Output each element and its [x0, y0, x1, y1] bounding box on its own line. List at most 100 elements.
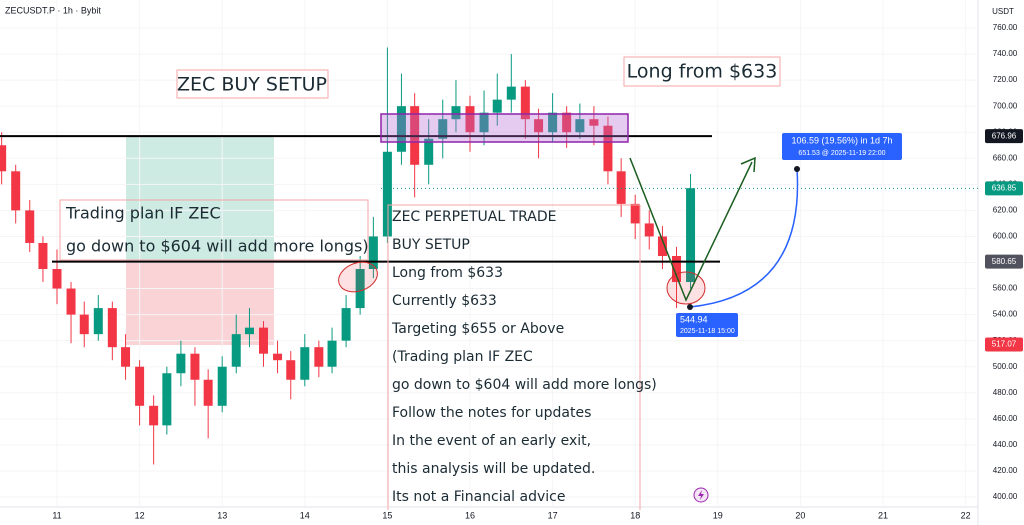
- note-line: this analysis will be updated.: [392, 461, 595, 477]
- note-line: (Trading plan IF ZEC: [392, 349, 533, 365]
- candle-body: [368, 236, 378, 270]
- note-line: Its not a Financial advice: [392, 489, 565, 505]
- setup-title: ZEC BUY SETUP: [177, 74, 327, 96]
- measure-box: [782, 133, 902, 160]
- candle-body: [327, 340, 337, 367]
- candle-body: [589, 119, 599, 126]
- y-tick-label: 760.00: [993, 23, 1018, 32]
- candle-body: [66, 288, 76, 315]
- candle-body: [520, 86, 530, 120]
- candle-body: [534, 119, 544, 133]
- y-tick-label: 720.00: [993, 75, 1018, 84]
- candle-body: [575, 119, 585, 133]
- projection-line: [629, 157, 753, 302]
- candle-body: [217, 366, 227, 406]
- candle-body: [176, 353, 186, 374]
- candle-body: [479, 112, 489, 133]
- x-tick-label: 11: [52, 510, 61, 520]
- resistance-box: [380, 113, 629, 143]
- measure-text: 106.59 (19.56%) in 1d 7h: [791, 135, 892, 145]
- candle-body: [135, 366, 145, 406]
- candle-body: [25, 210, 35, 243]
- candle-body: [11, 171, 21, 211]
- candle-body: [203, 379, 213, 406]
- candle-body: [93, 308, 103, 335]
- candle-body: [286, 360, 296, 380]
- x-tick-label: 19: [713, 510, 723, 520]
- candle-body: [657, 236, 667, 256]
- note-line: go down to $604 will add more longs): [392, 377, 657, 393]
- y-tick-label: 560.00: [993, 284, 1018, 293]
- price-tag-label: 580.65: [992, 257, 1017, 266]
- x-tick-label: 15: [382, 510, 392, 520]
- candle-body: [107, 308, 117, 348]
- price-tag-label: 517.07: [992, 340, 1017, 349]
- plan-line: Trading plan IF ZEC: [65, 204, 221, 223]
- price-tag: [985, 337, 1023, 352]
- price-tag-label: 636.85: [992, 184, 1017, 193]
- candle-body: [258, 327, 268, 354]
- note-line: BUY SETUP: [392, 237, 470, 253]
- candle-body: [562, 112, 572, 133]
- candle-body: [438, 119, 448, 139]
- candle-body: [162, 373, 172, 426]
- candle-body: [616, 171, 626, 204]
- y-tick-label: 480.00: [993, 388, 1018, 397]
- symbol-header: ZECUSDT.P · 1h · Bybit: [5, 5, 101, 15]
- note-line: In the event of an early exit,: [392, 433, 591, 449]
- y-tick-label: 540.00: [993, 310, 1018, 319]
- candle-body: [424, 138, 434, 165]
- y-tick-label: 740.00: [993, 49, 1018, 58]
- event-icon-glyph: [698, 490, 704, 500]
- x-tick-label: 18: [630, 510, 640, 520]
- candle-body: [465, 106, 475, 133]
- price-tag: [985, 254, 1023, 269]
- y-tick-label: 420.00: [993, 466, 1018, 475]
- low-text: 2025-11-18 15:00: [680, 328, 735, 335]
- low-text: 544.94: [680, 314, 708, 324]
- y-tick-label: 400.00: [993, 492, 1018, 501]
- candle-body: [314, 347, 324, 367]
- currency: USDT: [992, 7, 1014, 16]
- candle-body: [451, 106, 461, 120]
- candle-body: [492, 99, 502, 113]
- low-box: [676, 313, 738, 337]
- candle-body: [273, 353, 283, 361]
- notes-border: [387, 204, 640, 510]
- candle-body: [244, 327, 254, 335]
- x-tick-label: 20: [795, 510, 805, 520]
- candle-body: [149, 405, 159, 426]
- candle-body: [0, 145, 7, 172]
- candle-body: [52, 269, 62, 289]
- circle-marker: [338, 261, 378, 293]
- profit-zone: [126, 135, 274, 262]
- candle-body: [603, 125, 613, 172]
- measure-curve: [689, 168, 799, 308]
- long-title: Long from $633: [627, 61, 778, 83]
- y-tick-label: 460.00: [993, 414, 1018, 423]
- candle-body: [190, 353, 200, 380]
- note-line: Currently $633: [392, 293, 497, 309]
- plan-line: go down to $604 will add more longs): [66, 237, 369, 256]
- y-tick-label: 500.00: [993, 362, 1018, 371]
- price-tag-label: 676.96: [992, 131, 1017, 140]
- y-tick-label: 620.00: [993, 205, 1018, 214]
- measure-text: 651.53 @ 2025-11-19 22:00: [798, 150, 885, 157]
- candle-body: [38, 242, 48, 270]
- price-tag: [985, 181, 1023, 196]
- point: [794, 166, 800, 172]
- candle-body: [79, 314, 89, 335]
- candle-body: [121, 347, 131, 367]
- text-box: [59, 199, 369, 261]
- candle-body: [231, 334, 241, 367]
- candle-body: [396, 106, 406, 152]
- candle-body: [548, 112, 558, 133]
- x-tick-label: 16: [465, 510, 475, 520]
- note-line: ZEC PERPETUAL TRADE: [392, 209, 557, 225]
- note-line: Targeting $655 or Above: [391, 321, 564, 337]
- candle-body: [630, 203, 640, 224]
- arrow-head: [740, 156, 756, 173]
- y-tick-label: 600.00: [993, 232, 1018, 241]
